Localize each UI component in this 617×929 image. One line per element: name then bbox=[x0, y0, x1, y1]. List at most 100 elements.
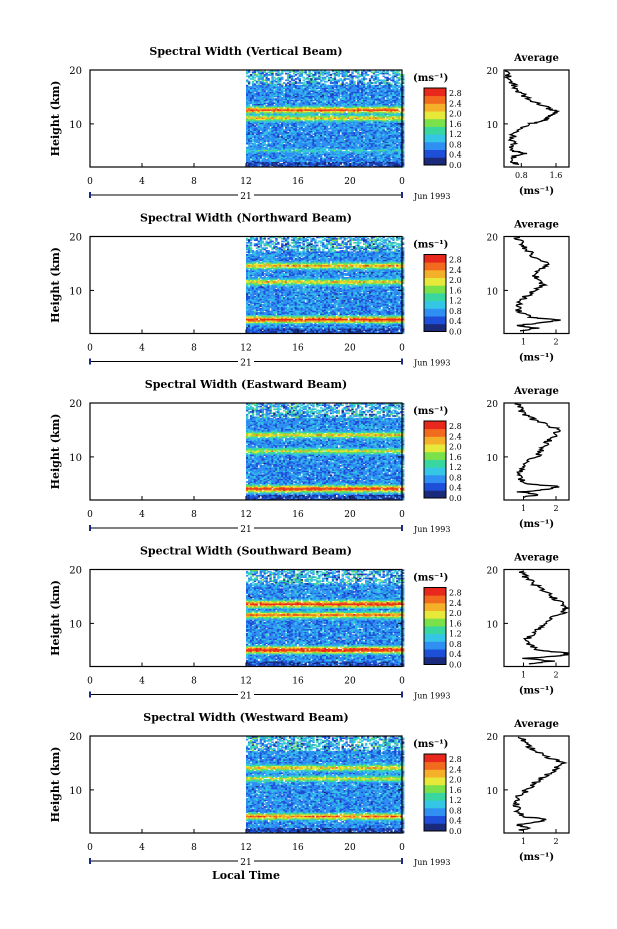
heatmap-cell bbox=[316, 137, 319, 140]
heatmap-cell bbox=[290, 78, 294, 80]
heatmap-cell bbox=[283, 158, 286, 161]
heatmap-cell bbox=[275, 138, 278, 141]
heatmap-cell bbox=[275, 92, 278, 95]
heatmap-cell bbox=[288, 140, 292, 142]
heatmap-cell bbox=[255, 156, 259, 158]
heatmap-cell bbox=[261, 153, 264, 156]
heatmap-cell bbox=[306, 113, 309, 115]
heatmap-cell bbox=[259, 86, 262, 88]
heatmap-cell bbox=[285, 98, 288, 101]
heatmap-cell bbox=[246, 161, 249, 164]
heatmap-cell bbox=[310, 150, 313, 153]
heatmap-cell bbox=[292, 157, 296, 160]
heatmap-cell bbox=[300, 118, 303, 121]
heatmap-cell bbox=[290, 150, 294, 153]
heatmap-cell bbox=[298, 164, 301, 167]
heatmap-cell bbox=[298, 130, 301, 133]
heatmap-cell bbox=[304, 142, 307, 145]
heatmap-cell bbox=[263, 133, 266, 136]
heatmap-cell bbox=[249, 106, 253, 109]
heatmap-cell bbox=[302, 118, 305, 121]
heatmap-cell bbox=[255, 158, 259, 161]
heatmap-cell bbox=[314, 113, 317, 115]
heatmap-cell bbox=[304, 78, 307, 80]
heatmap-cell bbox=[290, 126, 294, 129]
heatmap-cell bbox=[298, 149, 301, 152]
heatmap-cell bbox=[288, 149, 292, 152]
heatmap-cell bbox=[247, 115, 251, 118]
heatmap-cell bbox=[314, 153, 317, 156]
heatmap-cell bbox=[298, 161, 301, 164]
heatmap-cell bbox=[302, 161, 305, 164]
heatmap-cell bbox=[277, 71, 280, 74]
heatmap-cell bbox=[310, 144, 313, 146]
heatmap-cell bbox=[247, 141, 251, 144]
heatmap-cell bbox=[310, 131, 313, 134]
heatmap-cell bbox=[269, 121, 272, 123]
heatmap-cell bbox=[251, 105, 255, 107]
heatmap-cell bbox=[247, 150, 251, 153]
heatmap-cell bbox=[265, 125, 268, 127]
heatmap-cell bbox=[286, 145, 290, 148]
heatmap-cell bbox=[310, 153, 313, 156]
heatmap-cell bbox=[292, 102, 296, 105]
heatmap-cell bbox=[296, 134, 300, 137]
heatmap-cell bbox=[263, 154, 266, 157]
heatmap-cell bbox=[294, 71, 298, 74]
heatmap-cell bbox=[261, 88, 264, 91]
heatmap-cell bbox=[296, 153, 300, 156]
heatmap-cell bbox=[281, 136, 284, 138]
heatmap-cell bbox=[247, 153, 251, 156]
heatmap-cell bbox=[285, 100, 288, 103]
heatmap-cell bbox=[251, 92, 255, 95]
heatmap-cell bbox=[263, 84, 266, 87]
heatmap-cell bbox=[304, 136, 307, 138]
heatmap-cell bbox=[286, 126, 290, 129]
heatmap-cell bbox=[246, 70, 249, 72]
heatmap-cell bbox=[267, 83, 270, 86]
heatmap-cell bbox=[294, 161, 298, 164]
heatmap-cell bbox=[267, 138, 270, 141]
heatmap-cell bbox=[314, 109, 317, 111]
heatmap-cell bbox=[275, 153, 278, 156]
heatmap-cell bbox=[296, 105, 300, 107]
heatmap-cell bbox=[283, 137, 286, 140]
heatmap-cell bbox=[265, 123, 268, 126]
heatmap-cell bbox=[267, 141, 270, 144]
heatmap-cell bbox=[310, 149, 313, 152]
heatmap-cell bbox=[277, 113, 280, 115]
heatmap-cell bbox=[259, 144, 262, 146]
heatmap-cell bbox=[255, 110, 259, 113]
heatmap-cell bbox=[281, 72, 284, 75]
heatmap-cell bbox=[247, 91, 251, 94]
heatmap-cell bbox=[273, 133, 276, 136]
heatmap-cell bbox=[308, 92, 311, 95]
heatmap-cell bbox=[261, 103, 264, 106]
heatmap-cell bbox=[253, 149, 257, 152]
heatmap-cell bbox=[314, 150, 317, 153]
heatmap-cell bbox=[249, 78, 253, 80]
heatmap-cell bbox=[271, 127, 274, 130]
heatmap-cell bbox=[316, 138, 319, 141]
heatmap-cell bbox=[277, 126, 280, 129]
heatmap-cell bbox=[312, 115, 315, 118]
heatmap-cell bbox=[257, 83, 261, 86]
heatmap-cell bbox=[316, 111, 319, 114]
heatmap-cell bbox=[247, 71, 251, 74]
heatmap-cell bbox=[290, 99, 294, 102]
heatmap-cell bbox=[318, 144, 321, 146]
heatmap-cell bbox=[316, 102, 319, 105]
heatmap-cell bbox=[277, 154, 280, 157]
heatmap-cell bbox=[251, 152, 255, 154]
heatmap-cell bbox=[298, 153, 301, 156]
heatmap-cell bbox=[265, 145, 268, 148]
heatmap-cell bbox=[306, 94, 309, 96]
heatmap-cell bbox=[308, 98, 311, 101]
heatmap-cell bbox=[294, 86, 298, 88]
heatmap-cell bbox=[292, 117, 296, 119]
heatmap-cell bbox=[269, 94, 272, 96]
heatmap-cell bbox=[294, 80, 298, 83]
heatmap-cell bbox=[298, 154, 301, 157]
heatmap-cell bbox=[247, 98, 251, 101]
heatmap-cell bbox=[253, 111, 257, 114]
